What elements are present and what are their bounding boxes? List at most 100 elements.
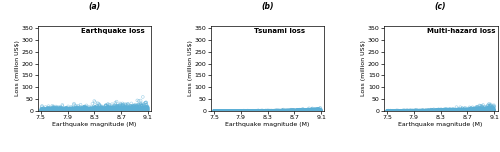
Point: [106, 109, 114, 112]
Point: [130, 108, 138, 111]
Point: [426, 109, 434, 112]
Point: [114, 109, 122, 112]
Point: [40, 109, 48, 112]
Point: [104, 109, 112, 111]
Point: [454, 110, 462, 112]
Point: [456, 109, 464, 112]
Point: [46, 109, 54, 112]
Point: [404, 110, 411, 112]
Point: [308, 108, 316, 111]
Point: [316, 107, 324, 109]
Point: [400, 110, 408, 112]
Point: [300, 110, 308, 112]
Point: [468, 109, 475, 111]
Point: [88, 108, 96, 111]
Point: [48, 109, 56, 112]
Point: [225, 110, 233, 112]
Point: [120, 108, 128, 111]
Point: [452, 108, 460, 111]
Point: [415, 110, 423, 112]
Point: [476, 107, 484, 110]
Point: [403, 110, 411, 112]
Point: [250, 110, 258, 112]
Point: [138, 104, 146, 107]
Point: [237, 110, 245, 112]
Point: [270, 109, 278, 112]
Point: [290, 110, 298, 112]
Point: [68, 109, 76, 111]
Point: [227, 110, 235, 112]
Point: [224, 110, 232, 112]
Point: [222, 110, 230, 112]
Point: [304, 109, 312, 111]
Point: [43, 110, 51, 112]
Point: [432, 109, 440, 112]
Point: [86, 109, 94, 112]
Point: [113, 105, 121, 107]
Point: [408, 110, 416, 112]
Point: [307, 109, 315, 111]
Point: [217, 110, 225, 112]
Point: [404, 110, 412, 112]
Point: [250, 110, 258, 112]
Point: [472, 109, 480, 112]
Point: [62, 108, 70, 110]
Point: [398, 110, 406, 112]
Point: [66, 109, 74, 112]
Point: [395, 110, 403, 112]
Point: [265, 110, 273, 112]
Point: [128, 109, 136, 111]
Point: [215, 110, 223, 112]
Point: [408, 109, 416, 112]
Point: [284, 110, 292, 112]
Point: [46, 109, 54, 111]
Point: [300, 110, 308, 112]
Point: [312, 110, 320, 112]
Point: [296, 110, 304, 112]
Point: [440, 110, 448, 112]
Point: [434, 110, 442, 112]
Point: [77, 108, 85, 111]
Point: [433, 109, 441, 112]
Point: [46, 109, 54, 111]
Point: [98, 106, 106, 109]
Point: [402, 110, 409, 112]
Point: [408, 110, 416, 112]
Point: [48, 109, 56, 111]
Point: [261, 110, 269, 112]
Point: [293, 109, 301, 111]
Point: [222, 110, 230, 112]
Point: [439, 109, 447, 112]
Point: [400, 110, 408, 112]
Point: [244, 110, 252, 112]
Point: [394, 110, 402, 112]
Point: [447, 109, 455, 111]
Point: [462, 109, 469, 112]
Point: [304, 109, 312, 111]
Point: [40, 109, 48, 111]
Point: [230, 110, 238, 112]
Point: [433, 110, 441, 112]
Point: [242, 110, 250, 112]
Point: [68, 107, 76, 110]
Point: [450, 110, 458, 112]
Point: [54, 109, 62, 111]
Point: [112, 108, 120, 111]
Point: [310, 109, 318, 111]
Point: [308, 110, 316, 112]
Point: [120, 109, 128, 112]
Point: [270, 110, 278, 112]
Point: [260, 110, 268, 112]
Point: [474, 109, 482, 111]
Point: [54, 110, 62, 112]
Point: [259, 110, 267, 112]
Point: [315, 109, 323, 112]
Point: [270, 110, 278, 112]
Point: [424, 109, 432, 112]
Point: [468, 109, 475, 111]
Point: [92, 108, 100, 110]
Point: [291, 109, 299, 112]
Point: [80, 110, 88, 112]
Point: [88, 109, 96, 111]
Point: [234, 110, 242, 112]
